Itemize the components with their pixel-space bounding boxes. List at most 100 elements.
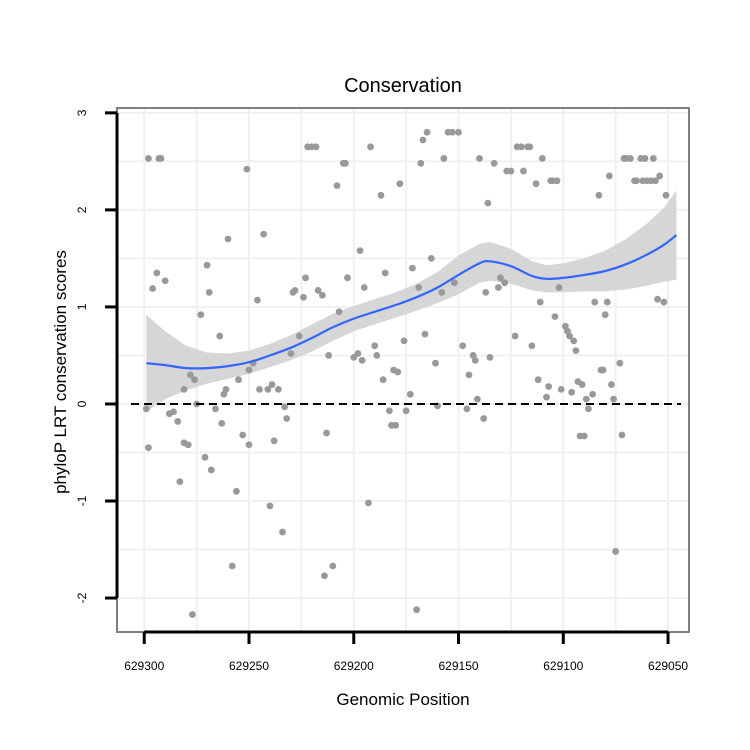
data-point xyxy=(371,342,379,350)
data-point xyxy=(321,572,328,580)
data-point xyxy=(486,353,494,361)
data-point xyxy=(354,350,362,357)
data-point xyxy=(626,155,634,162)
data-point xyxy=(415,284,423,291)
data-point xyxy=(335,308,343,316)
x-tick-label: 629200 xyxy=(334,659,374,673)
data-point xyxy=(203,261,211,269)
data-point xyxy=(358,356,366,364)
data-point xyxy=(463,405,471,413)
data-point xyxy=(256,386,263,393)
data-point xyxy=(589,390,597,398)
data-point xyxy=(270,437,278,445)
data-point xyxy=(662,191,670,199)
data-point xyxy=(448,128,456,136)
data-point xyxy=(235,376,242,384)
x-tick-label: 629100 xyxy=(543,659,583,673)
data-point xyxy=(197,311,205,319)
data-point xyxy=(578,381,586,388)
data-point xyxy=(526,143,534,151)
data-point xyxy=(295,332,303,340)
data-point xyxy=(455,128,462,136)
data-point xyxy=(484,199,492,207)
data-point xyxy=(201,453,209,461)
y-tick-label: 3 xyxy=(75,109,89,116)
data-point xyxy=(400,337,408,345)
data-point xyxy=(287,350,295,357)
data-point xyxy=(438,288,446,296)
data-point xyxy=(476,155,483,162)
data-point xyxy=(245,366,253,374)
data-point xyxy=(553,177,561,185)
data-point xyxy=(205,288,213,296)
data-point xyxy=(207,466,215,474)
data-point xyxy=(377,191,385,199)
data-point xyxy=(652,177,659,185)
confidence-band xyxy=(146,190,677,412)
data-point xyxy=(279,528,286,536)
y-tick-label: 2 xyxy=(75,206,89,213)
data-point xyxy=(654,295,661,303)
data-point xyxy=(402,407,410,415)
y-tick-label: 0 xyxy=(75,400,89,407)
data-point xyxy=(605,172,613,180)
smooth-line-layer xyxy=(146,234,678,370)
data-point xyxy=(536,298,544,306)
data-point xyxy=(142,405,150,413)
data-point xyxy=(419,136,427,144)
data-point xyxy=(312,143,320,151)
data-point xyxy=(660,298,668,306)
data-point xyxy=(465,371,473,379)
data-point xyxy=(253,296,261,304)
data-point xyxy=(423,128,431,136)
data-point xyxy=(392,421,400,429)
data-point xyxy=(396,180,404,188)
x-axis-label: Genomic Position xyxy=(336,690,469,709)
data-point xyxy=(291,287,299,294)
data-point xyxy=(534,376,542,384)
data-point xyxy=(268,381,276,388)
data-point xyxy=(381,269,389,277)
data-point xyxy=(260,230,268,238)
x-tick-label: 629050 xyxy=(648,659,688,673)
data-point xyxy=(599,366,607,374)
data-point xyxy=(153,269,161,277)
data-point xyxy=(300,293,307,301)
data-point xyxy=(610,395,617,403)
data-point xyxy=(161,277,169,285)
data-point xyxy=(538,155,546,162)
data-point xyxy=(224,235,232,243)
data-point xyxy=(490,159,498,167)
data-point xyxy=(385,407,393,415)
scatter-points-layer xyxy=(142,128,670,618)
y-tick-label: -1 xyxy=(75,495,89,506)
y-tick-label: -2 xyxy=(75,592,89,603)
data-point xyxy=(494,284,502,291)
data-point xyxy=(409,264,416,272)
data-point xyxy=(557,386,565,393)
data-point xyxy=(356,247,364,255)
data-point xyxy=(480,415,488,422)
data-point xyxy=(222,386,230,393)
data-point xyxy=(176,478,184,485)
data-point xyxy=(612,548,620,555)
x-tick-label: 629300 xyxy=(124,659,164,673)
data-point xyxy=(413,606,421,614)
data-point xyxy=(608,381,615,388)
y-axis-label: phyloP LRT conservation scores xyxy=(51,250,70,494)
data-point xyxy=(473,395,481,403)
data-point xyxy=(314,287,322,294)
data-point xyxy=(656,172,664,180)
data-point xyxy=(149,285,157,292)
data-point xyxy=(572,347,580,354)
data-point xyxy=(591,298,599,306)
data-point xyxy=(580,432,588,440)
data-point xyxy=(216,332,224,340)
data-point xyxy=(551,313,559,321)
data-point xyxy=(365,499,372,507)
data-point xyxy=(601,311,609,319)
data-point xyxy=(341,159,349,167)
data-point xyxy=(325,352,333,359)
data-point xyxy=(482,288,490,296)
data-point xyxy=(184,441,192,449)
